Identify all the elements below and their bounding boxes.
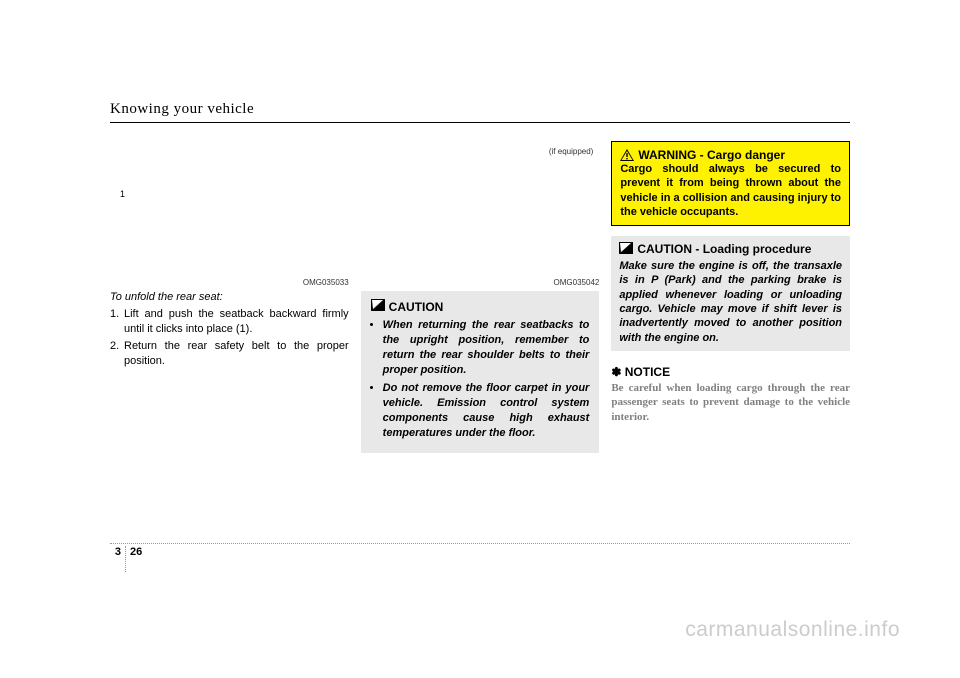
caution-icon bbox=[619, 242, 633, 257]
warning-body: Cargo should always be secured to preven… bbox=[620, 162, 841, 219]
page-footer: 3 26 bbox=[110, 543, 850, 573]
caution-box-center: CAUTION When returning the rear seatback… bbox=[361, 291, 600, 453]
caution-bullet-1: When returning the rear seatbacks to the… bbox=[383, 318, 590, 377]
instruction-step-1: 1. Lift and push the seatback backward f… bbox=[110, 307, 349, 337]
instruction-step-2: 2. Return the rear safety belt to the pr… bbox=[110, 339, 349, 369]
instruction-title: To unfold the rear seat: bbox=[110, 291, 349, 303]
section-number: 3 bbox=[110, 546, 126, 572]
caution-label-right: CAUTION - Loading procedure bbox=[637, 242, 811, 256]
figure-code-2: OMG035042 bbox=[361, 278, 600, 287]
column-2: (if equipped) OMG035042 CAUTION When ret… bbox=[361, 141, 600, 453]
warning-label: WARNING - Cargo danger bbox=[638, 148, 785, 162]
caution-box-right: CAUTION - Loading procedure Make sure th… bbox=[611, 236, 850, 351]
figure-code-1: OMG035033 bbox=[110, 278, 349, 287]
warning-box: WARNING - Cargo danger Cargo should alwa… bbox=[611, 141, 850, 226]
figure-equipped-label: (if equipped) bbox=[549, 147, 593, 156]
notice-body: Be careful when loading cargo through th… bbox=[611, 381, 850, 424]
caution-label: CAUTION bbox=[389, 300, 444, 314]
column-1: 1 OMG035033 To unfold the rear seat: 1. … bbox=[110, 141, 349, 453]
caution-bullet-2: Do not remove the floor carpet in your v… bbox=[383, 381, 590, 440]
column-3: WARNING - Cargo danger Cargo should alwa… bbox=[611, 141, 850, 453]
caution-body-right: Make sure the engine is off, the transax… bbox=[619, 259, 842, 345]
section-header: Knowing your vehicle bbox=[110, 101, 254, 117]
warning-icon bbox=[620, 149, 634, 161]
watermark: carmanualsonline.info bbox=[685, 618, 900, 642]
figure-callout-1: 1 bbox=[120, 189, 125, 199]
notice-label: ✽ NOTICE bbox=[611, 365, 850, 379]
page-number: 26 bbox=[126, 546, 142, 558]
figure-2: (if equipped) bbox=[361, 141, 600, 276]
figure-1: 1 bbox=[110, 141, 349, 276]
caution-icon bbox=[371, 299, 385, 314]
